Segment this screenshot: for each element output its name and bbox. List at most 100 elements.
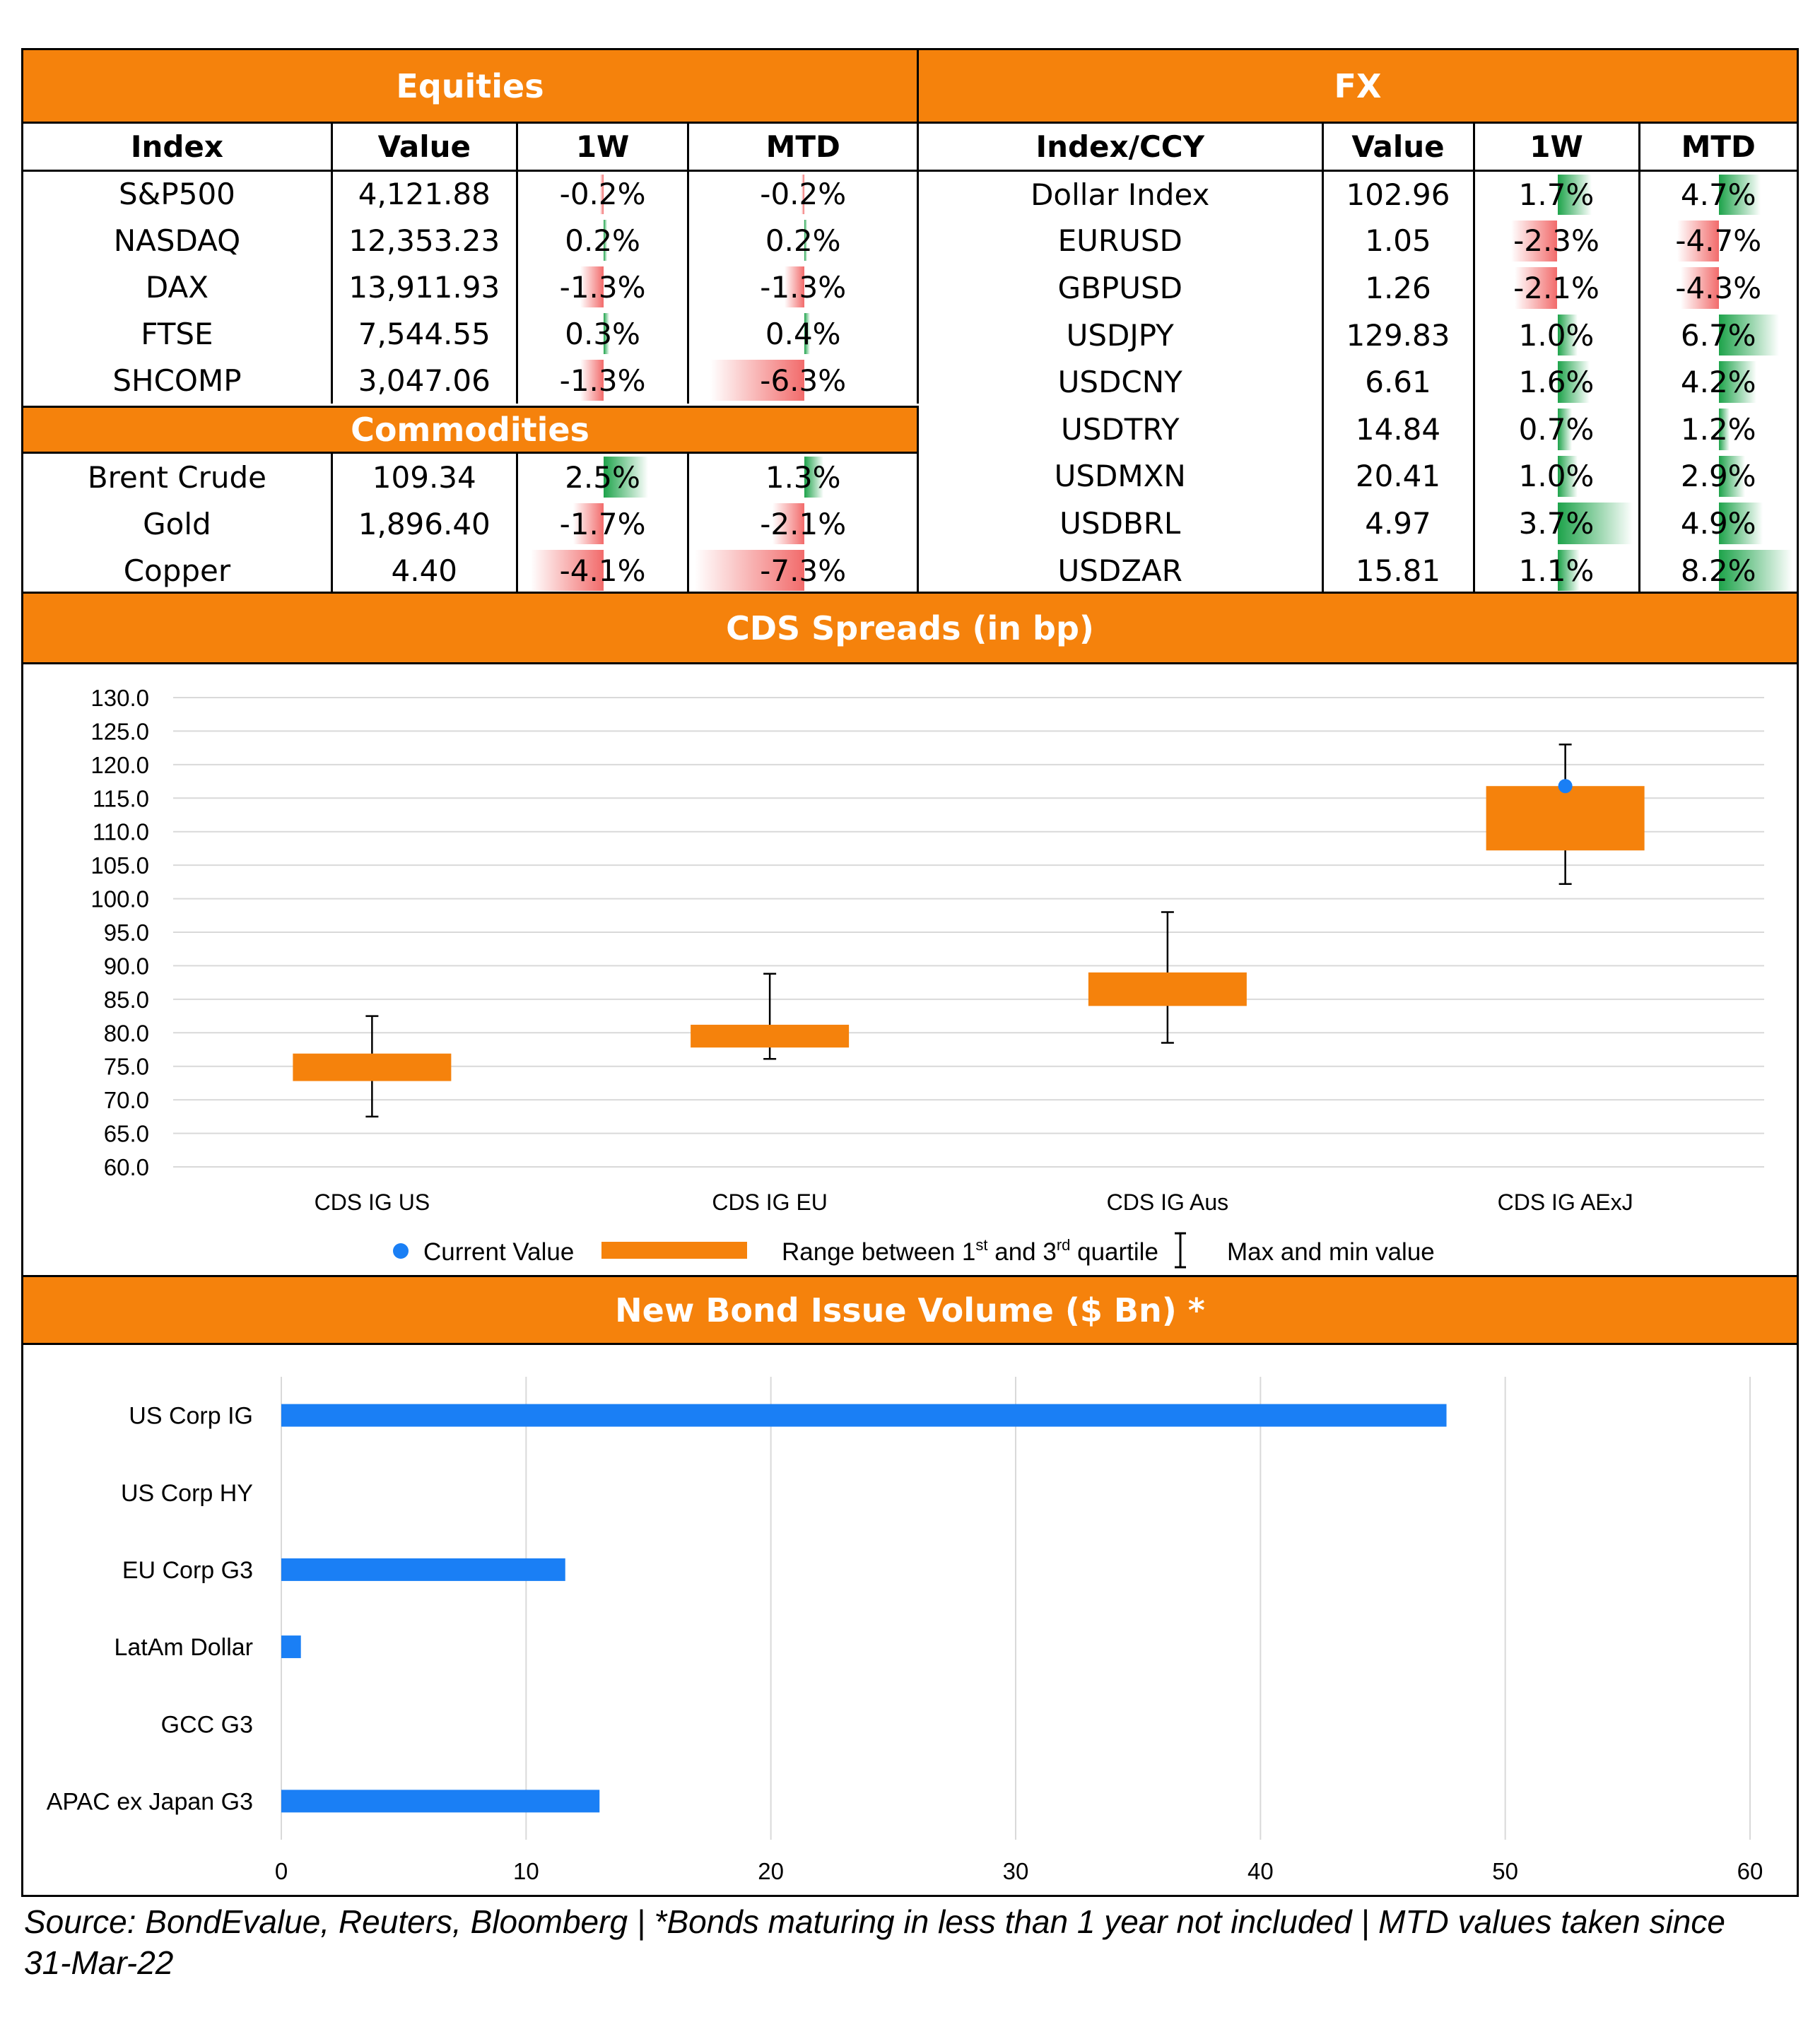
row-name: Gold: [23, 500, 333, 547]
fx-header: FX: [919, 50, 1797, 124]
positive-databar: [604, 313, 609, 354]
row-name: S&P500: [23, 170, 333, 217]
row-1w: 0.3%: [517, 310, 690, 357]
row-1w: -2.3%: [1474, 217, 1640, 265]
row-value: 4,121.88: [331, 170, 518, 217]
table-row: USDJPY 129.83 1.0% 6.7%: [919, 311, 1797, 359]
row-value: 20.41: [1322, 452, 1475, 500]
y-tick-label: 125.0: [90, 718, 149, 744]
positive-databar: [1557, 361, 1590, 403]
row-value: 13,911.93: [331, 264, 518, 310]
legend-text: Range between 1: [782, 1238, 975, 1266]
table-row: USDMXN 20.41 1.0% 2.9%: [919, 452, 1797, 500]
category-label: CDS IG Aus: [1107, 1189, 1229, 1215]
percent-value: 1.0%: [1518, 317, 1595, 353]
percent-value: 4.2%: [1680, 365, 1756, 400]
table-row: USDCNY 6.61 1.6% 4.2%: [919, 358, 1797, 406]
row-value: 12,353.23: [331, 217, 518, 264]
negative-databar: [600, 174, 604, 214]
row-value: 15.81: [1322, 546, 1475, 594]
bond-panel: New Bond Issue Volume ($ Bn) * 0 10 20 30 40…: [21, 1275, 1799, 1897]
negative-databar: [695, 550, 804, 591]
row-name: USDZAR: [919, 546, 1324, 594]
positive-databar: [1557, 455, 1578, 498]
row-name: NASDAQ: [23, 217, 333, 264]
col-value: Value: [1322, 124, 1475, 172]
table-row: USDTRY 14.84 0.7% 1.2%: [919, 405, 1797, 453]
cds-header: CDS Spreads (in bp): [23, 594, 1797, 664]
percent-value: 1.1%: [1518, 553, 1595, 588]
y-tick-label: 110.0: [93, 819, 149, 845]
x-tick-label: 0: [275, 1858, 288, 1884]
row-mtd: 0.2%: [688, 217, 919, 264]
negative-databar: [580, 360, 604, 401]
row-name: Copper: [23, 547, 333, 594]
row-mtd: 2.9%: [1639, 453, 1797, 500]
row-name: EURUSD: [919, 217, 1324, 265]
legend-range-label: Range between 1st and 3rd quartile: [782, 1236, 1158, 1266]
category-label: LatAm Dollar: [114, 1634, 253, 1661]
row-name: GBPUSD: [919, 264, 1324, 312]
row-value: 1.05: [1322, 217, 1475, 265]
row-mtd: 1.2%: [1639, 406, 1797, 453]
y-tick-label: 65.0: [104, 1121, 149, 1147]
positive-databar: [1557, 314, 1578, 356]
row-mtd: 1.3%: [688, 454, 919, 500]
positive-databar: [1557, 503, 1633, 544]
positive-databar: [1719, 174, 1761, 215]
row-name: USDJPY: [919, 311, 1324, 359]
positive-databar: [1719, 408, 1730, 450]
row-mtd: -6.3%: [688, 357, 919, 404]
positive-databar: [604, 220, 608, 261]
negative-databar: [1515, 267, 1558, 309]
y-tick-label: 100.0: [90, 886, 149, 912]
category-label: US Corp HY: [121, 1480, 253, 1507]
legend-current-label: Current Value: [423, 1238, 574, 1266]
percent-value: -0.2%: [760, 177, 847, 212]
percent-value: -0.2%: [559, 177, 646, 212]
legend-current-marker: [393, 1243, 409, 1259]
percent-value: -1.3%: [559, 363, 646, 398]
markets-panel: Equities FX Index Value 1W MTD S&P500 4,1…: [21, 48, 1799, 594]
bar: [281, 1790, 600, 1813]
table-row: NASDAQ 12,353.23 0.2% 0.2%: [23, 217, 919, 264]
col-mtd: MTD: [688, 124, 919, 172]
percent-value: 6.7%: [1680, 317, 1756, 353]
percent-value: 1.6%: [1518, 365, 1595, 400]
fx-title: FX: [1334, 66, 1382, 105]
row-1w: 1.0%: [1474, 452, 1640, 500]
row-mtd: -1.3%: [688, 264, 919, 310]
source-footnote: Source: BondEvalue, Reuters, Bloomberg |…: [24, 1903, 1725, 1981]
category-label: APAC ex Japan G3: [47, 1788, 253, 1815]
category-label: GCC G3: [161, 1711, 253, 1738]
positive-databar: [1719, 314, 1779, 356]
percent-value: -2.3%: [1513, 223, 1599, 259]
percent-value: 8.2%: [1680, 553, 1756, 588]
table-row: GBPUSD 1.26 -2.1% -4.3%: [919, 264, 1797, 312]
positive-databar: [1719, 455, 1745, 498]
col-index: Index: [23, 124, 333, 172]
negative-databar: [530, 550, 604, 591]
positive-databar: [604, 457, 649, 498]
equities-header: Equities: [23, 50, 919, 124]
y-tick-label: 80.0: [104, 1020, 149, 1046]
x-tick-label: 50: [1492, 1858, 1518, 1884]
percent-value: 0.4%: [765, 316, 841, 351]
superscript: rd: [1057, 1236, 1071, 1254]
table-row: EURUSD 1.05 -2.3% -4.7%: [919, 217, 1797, 265]
x-tick-label: 40: [1247, 1858, 1274, 1884]
category-label: CDS IG EU: [712, 1189, 828, 1215]
y-tick-label: 85.0: [104, 987, 149, 1013]
positive-databar: [1719, 503, 1763, 544]
legend-text: and 3: [988, 1238, 1057, 1266]
row-1w: 1.6%: [1474, 358, 1640, 406]
row-mtd: 4.2%: [1639, 358, 1797, 406]
category-label: CDS IG US: [315, 1189, 430, 1215]
category-label: US Corp IG: [129, 1403, 253, 1430]
percent-value: 1.3%: [765, 459, 841, 495]
percent-value: -2.1%: [1513, 270, 1599, 305]
row-value: 3,047.06: [331, 357, 518, 404]
current-value-point: [1558, 779, 1573, 794]
equities-table: Index Value 1W MTD S&P500 4,121.88 -0.2% -0…: [23, 124, 919, 404]
negative-databar: [710, 360, 804, 401]
